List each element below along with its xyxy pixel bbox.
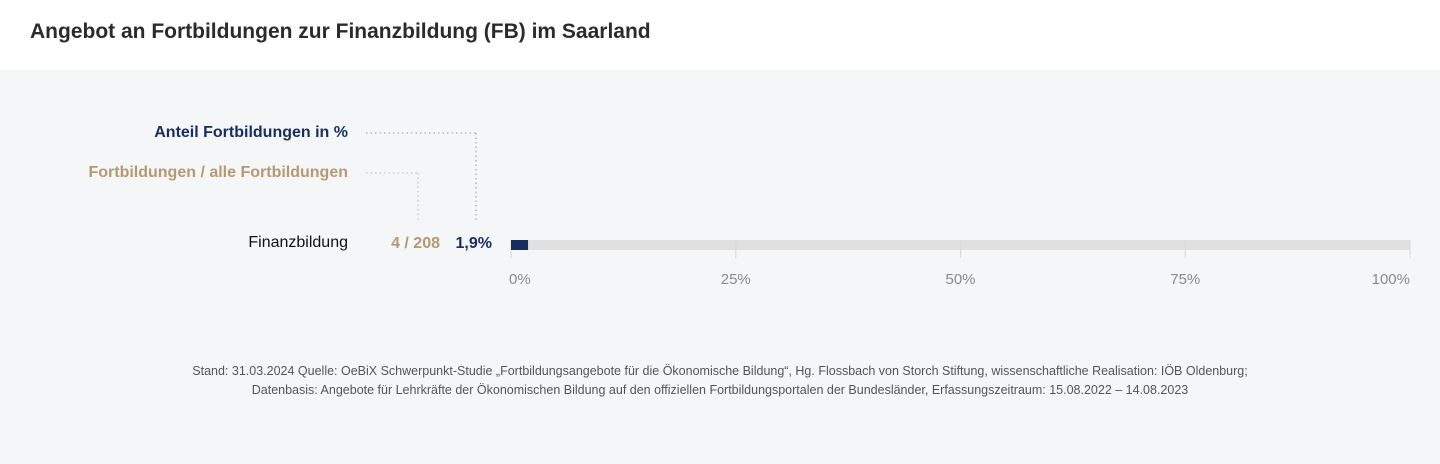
x-tick-label: 50% xyxy=(945,271,976,288)
x-tick-label: 25% xyxy=(720,271,751,288)
source-footnote: Stand: 31.03.2024 Quelle: OeBiX Schwerpu… xyxy=(0,362,1440,400)
count-value-label: 4 / 208 xyxy=(391,235,440,252)
x-tick-label: 75% xyxy=(1170,271,1201,288)
category-label: Finanzbildung xyxy=(248,234,348,251)
footnote-line-1: Stand: 31.03.2024 Quelle: OeBiX Schwerpu… xyxy=(192,364,1248,378)
legend-share-label: Anteil Fortbildungen in % xyxy=(154,124,348,141)
chart-panel xyxy=(0,70,1440,464)
share-value-label: 1,9% xyxy=(455,235,492,252)
footnote-line-2: Datenbasis: Angebote für Lehrkräfte der … xyxy=(251,383,1189,397)
x-tick-label: 0% xyxy=(509,271,531,288)
x-tick-label: 100% xyxy=(1371,271,1410,288)
chart-title: Angebot an Fortbildungen zur Finanzbildu… xyxy=(30,20,651,43)
legend-count-label: Fortbildungen / alle Fortbildungen xyxy=(88,164,348,181)
bar-finanzbildung xyxy=(511,240,529,250)
